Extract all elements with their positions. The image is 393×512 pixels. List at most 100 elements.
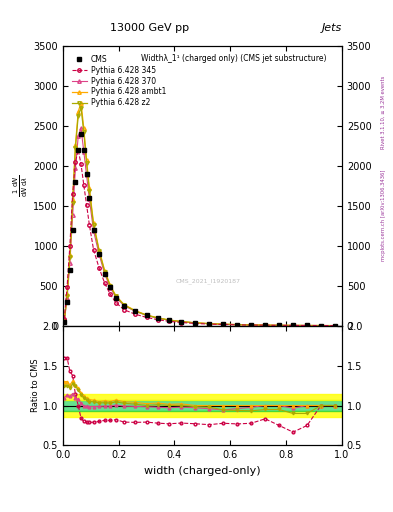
Pythia 6.428 345 — [102, 280, 107, 286]
Pythia 6.428 z2 — [76, 113, 81, 119]
Text: Rivet 3.1.10, ≥ 3.2M events: Rivet 3.1.10, ≥ 3.2M events — [381, 76, 386, 150]
Pythia 6.428 ambt1 — [133, 308, 138, 314]
Pythia 6.428 370 — [70, 212, 75, 219]
Pythia 6.428 ambt1 — [305, 323, 309, 329]
CMS — [81, 147, 86, 153]
Pythia 6.428 370 — [207, 321, 212, 327]
CMS — [167, 317, 171, 323]
Line: Pythia 6.428 z2: Pythia 6.428 z2 — [62, 106, 337, 327]
Pythia 6.428 z2 — [79, 104, 83, 111]
Pythia 6.428 ambt1 — [114, 293, 118, 299]
Pythia 6.428 345 — [155, 316, 160, 323]
Pythia 6.428 z2 — [305, 323, 309, 329]
Pythia 6.428 345 — [79, 161, 83, 167]
Pythia 6.428 z2 — [133, 308, 138, 314]
Pythia 6.428 370 — [221, 321, 226, 327]
CMS — [319, 323, 323, 329]
Pythia 6.428 370 — [263, 322, 268, 328]
CMS — [133, 308, 138, 314]
CMS — [291, 323, 296, 329]
Pythia 6.428 z2 — [179, 318, 184, 325]
Pythia 6.428 370 — [79, 125, 83, 132]
Pythia 6.428 z2 — [155, 315, 160, 321]
Pythia 6.428 370 — [62, 318, 67, 324]
Pythia 6.428 z2 — [81, 129, 86, 135]
Pythia 6.428 370 — [114, 294, 118, 301]
Pythia 6.428 ambt1 — [68, 252, 72, 259]
CMS — [79, 131, 83, 137]
Pythia 6.428 ambt1 — [235, 322, 240, 328]
Pythia 6.428 370 — [319, 323, 323, 329]
Pythia 6.428 370 — [84, 173, 89, 179]
Pythia 6.428 345 — [65, 284, 70, 290]
CMS — [76, 147, 81, 153]
Legend: CMS, Pythia 6.428 345, Pythia 6.428 370, Pythia 6.428 ambt1, Pythia 6.428 z2: CMS, Pythia 6.428 345, Pythia 6.428 370,… — [68, 52, 169, 111]
Pythia 6.428 345 — [207, 321, 212, 327]
CMS — [179, 318, 184, 325]
CMS — [114, 294, 118, 301]
Pythia 6.428 z2 — [221, 321, 226, 327]
CMS — [277, 322, 281, 328]
CMS — [305, 323, 309, 329]
Pythia 6.428 z2 — [102, 269, 107, 275]
Pythia 6.428 z2 — [70, 200, 75, 206]
Pythia 6.428 z2 — [65, 292, 70, 298]
CMS — [87, 195, 92, 201]
Pythia 6.428 z2 — [235, 322, 240, 328]
Pythia 6.428 ambt1 — [65, 291, 70, 297]
Pythia 6.428 345 — [81, 182, 86, 188]
Pythia 6.428 345 — [277, 323, 281, 329]
Pythia 6.428 345 — [291, 323, 296, 329]
Pythia 6.428 370 — [277, 322, 281, 328]
Pythia 6.428 345 — [249, 322, 253, 328]
Pythia 6.428 ambt1 — [76, 109, 81, 115]
Pythia 6.428 345 — [91, 247, 96, 253]
Text: mcplots.cern.ch [arXiv:1306.3436]: mcplots.cern.ch [arXiv:1306.3436] — [381, 169, 386, 261]
Pythia 6.428 370 — [235, 322, 240, 328]
Pythia 6.428 z2 — [62, 317, 67, 324]
Pythia 6.428 345 — [84, 202, 89, 208]
Pythia 6.428 345 — [108, 291, 113, 297]
Pythia 6.428 370 — [102, 271, 107, 277]
CMS — [91, 227, 96, 233]
Pythia 6.428 z2 — [108, 283, 113, 289]
Pythia 6.428 370 — [68, 260, 72, 266]
Pythia 6.428 ambt1 — [179, 318, 184, 325]
Pythia 6.428 ambt1 — [193, 320, 198, 326]
CMS — [249, 322, 253, 328]
Pythia 6.428 ambt1 — [263, 322, 268, 328]
Pythia 6.428 z2 — [122, 302, 127, 308]
Text: Jets: Jets — [321, 23, 342, 33]
Pythia 6.428 345 — [179, 319, 184, 326]
CMS — [68, 267, 72, 273]
Pythia 6.428 370 — [81, 148, 86, 155]
Pythia 6.428 345 — [332, 323, 337, 329]
Bar — [63, 400, 342, 411]
Pythia 6.428 345 — [235, 322, 240, 328]
Line: CMS: CMS — [62, 132, 337, 327]
Pythia 6.428 ambt1 — [277, 322, 281, 328]
Pythia 6.428 z2 — [319, 323, 323, 329]
Pythia 6.428 370 — [193, 320, 198, 326]
Line: Pythia 6.428 345: Pythia 6.428 345 — [62, 148, 337, 327]
CMS — [70, 227, 75, 233]
Pythia 6.428 370 — [73, 165, 78, 172]
CMS — [155, 315, 160, 321]
Pythia 6.428 370 — [108, 285, 113, 291]
Pythia 6.428 ambt1 — [91, 220, 96, 226]
Pythia 6.428 ambt1 — [97, 247, 101, 253]
Pythia 6.428 z2 — [249, 322, 253, 328]
Pythia 6.428 z2 — [167, 317, 171, 323]
CMS — [207, 321, 212, 327]
Pythia 6.428 345 — [122, 307, 127, 313]
CMS — [84, 171, 89, 177]
CMS — [221, 321, 226, 327]
Pythia 6.428 ambt1 — [108, 282, 113, 288]
Pythia 6.428 ambt1 — [144, 312, 149, 318]
Pythia 6.428 345 — [305, 323, 309, 329]
Pythia 6.428 370 — [305, 323, 309, 329]
Pythia 6.428 345 — [87, 222, 92, 228]
Pythia 6.428 ambt1 — [84, 157, 89, 163]
Pythia 6.428 345 — [73, 159, 78, 165]
Pythia 6.428 370 — [87, 197, 92, 203]
